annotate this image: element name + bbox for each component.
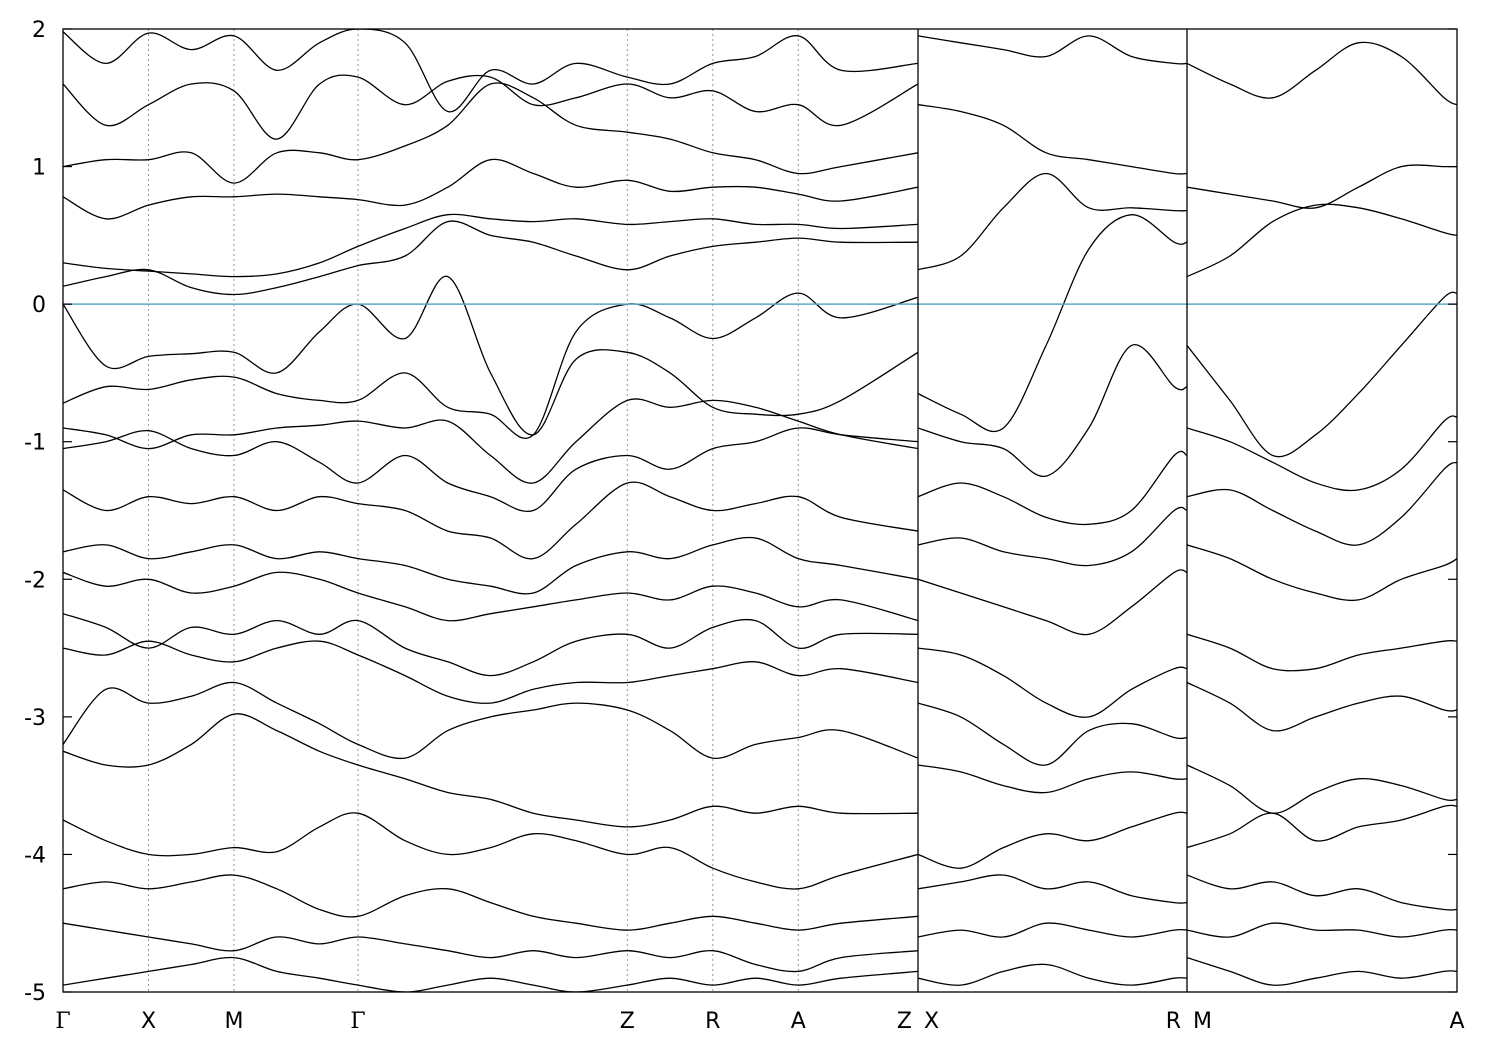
- y-tick-label: 0: [32, 293, 46, 318]
- panel-2-bands: [918, 35, 1187, 986]
- panel-3-bands: [1187, 41, 1457, 986]
- band-line: [918, 214, 1187, 433]
- band-line: [63, 82, 918, 184]
- y-tick-label: -3: [24, 706, 46, 731]
- band-line: [63, 213, 918, 278]
- band-line: [918, 506, 1187, 567]
- x-tick-label: A: [791, 1009, 806, 1034]
- band-line: [63, 640, 918, 704]
- x-tick-label: M: [225, 1009, 244, 1034]
- band-line: [918, 922, 1187, 938]
- band-line: [63, 74, 918, 140]
- band-line: [1187, 203, 1457, 278]
- bands-layer: [63, 29, 1457, 992]
- band-line: [1187, 291, 1457, 458]
- band-line: [63, 956, 918, 992]
- x-tick-label: X: [141, 1009, 156, 1034]
- x-tick-label: Z: [897, 1009, 912, 1034]
- band-line: [63, 613, 918, 677]
- band-line: [918, 702, 1187, 766]
- y-tick-label: 2: [32, 18, 46, 43]
- y-tick-label: 1: [32, 156, 46, 181]
- x-tick-label: A: [1449, 1009, 1464, 1034]
- y-tick-label: -5: [24, 981, 46, 1006]
- x-tick-label: Γ: [55, 1009, 70, 1034]
- band-line: [918, 963, 1187, 986]
- band-line: [918, 344, 1187, 477]
- band-line: [918, 874, 1187, 904]
- band-line: [1187, 922, 1457, 938]
- band-line: [1187, 681, 1457, 732]
- band-line: [918, 569, 1187, 636]
- y-tick-label: -2: [24, 568, 46, 593]
- band-line: [918, 35, 1187, 65]
- band-line: [63, 874, 918, 931]
- x-tick-label: R: [1166, 1009, 1181, 1034]
- x-tick-label: R: [705, 1009, 720, 1034]
- y-tick-label: -4: [24, 843, 46, 868]
- band-line: [918, 811, 1187, 869]
- band-line: [918, 104, 1187, 175]
- band-line: [918, 450, 1187, 526]
- y-tick-label: -1: [24, 431, 46, 456]
- band-line: [1187, 764, 1457, 814]
- y-axis: 2 1 0 -1 -2 -3 -4 -5: [24, 18, 1457, 1006]
- band-line: [63, 571, 918, 622]
- band-line: [1187, 804, 1457, 849]
- plot-frame: [62, 28, 1458, 993]
- band-line: [1187, 164, 1457, 209]
- band-line: [63, 292, 918, 439]
- x-tick-label: M: [1193, 1009, 1212, 1034]
- grid-layer: [148, 29, 799, 992]
- band-line: [918, 647, 1187, 718]
- band-line: [1187, 874, 1457, 911]
- band-line: [918, 764, 1187, 794]
- band-line: [1187, 415, 1457, 492]
- frame-layer: [62, 28, 1458, 993]
- x-tick-label: Z: [620, 1009, 635, 1034]
- band-line: [63, 681, 918, 760]
- band-line: [63, 427, 918, 513]
- band-line: [1187, 41, 1457, 106]
- band-line: [63, 713, 918, 828]
- band-line: [63, 812, 918, 890]
- band-line: [63, 922, 918, 973]
- band-line: [1187, 956, 1457, 986]
- band-line: [63, 398, 918, 484]
- band-line: [63, 481, 918, 560]
- band-line: [63, 29, 918, 113]
- band-line: [1187, 633, 1457, 672]
- band-line: [918, 172, 1187, 271]
- band-line: [63, 275, 918, 436]
- band-line: [63, 220, 918, 296]
- panel-1-bands: [63, 29, 918, 992]
- band-line: [63, 158, 918, 220]
- x-tick-label: Γ: [350, 1009, 365, 1034]
- band-line: [1187, 544, 1457, 602]
- band-line: [1187, 461, 1457, 546]
- band-line: [63, 536, 918, 595]
- x-tick-label: X: [924, 1009, 939, 1034]
